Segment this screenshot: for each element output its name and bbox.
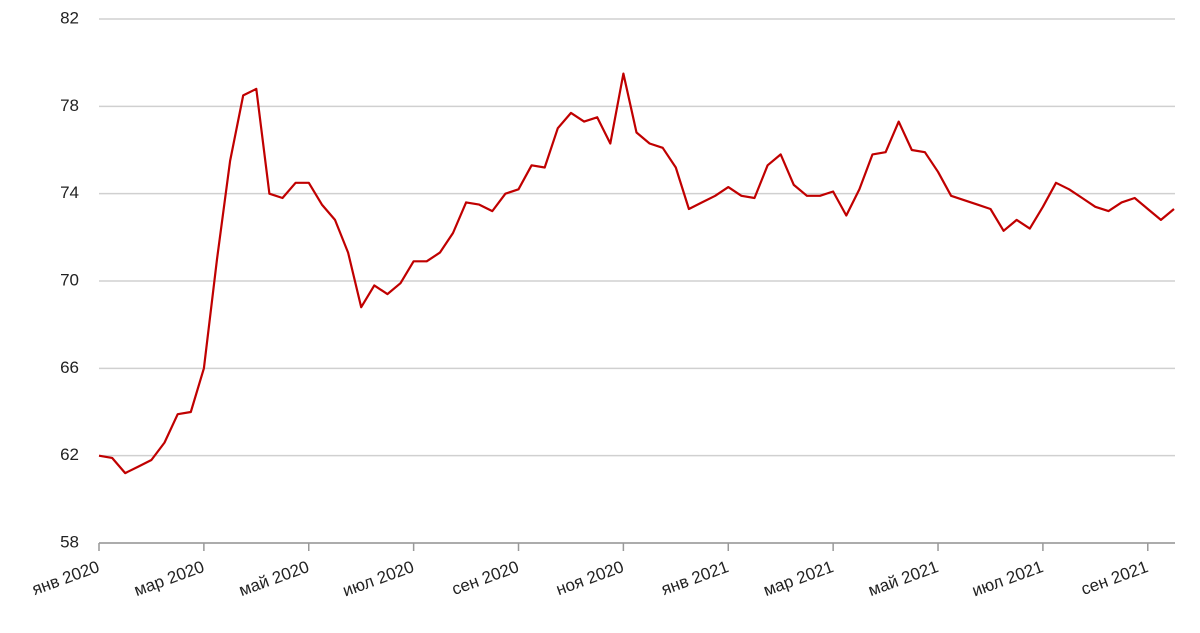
x-tick-label: май 2020 xyxy=(236,557,311,600)
y-tick-label: 78 xyxy=(60,96,79,115)
y-tick-label: 70 xyxy=(60,270,79,289)
x-tick-label: мар 2020 xyxy=(132,557,207,600)
y-tick-label: 66 xyxy=(60,358,79,377)
x-tick-label: сен 2021 xyxy=(1079,557,1151,599)
x-tick-label: июл 2020 xyxy=(340,557,416,600)
x-tick-label: мар 2021 xyxy=(761,557,836,600)
data-line xyxy=(98,72,1175,475)
x-tick-label: сен 2020 xyxy=(449,557,521,599)
y-tick-label: 82 xyxy=(60,8,79,27)
x-tick-label: янв 2021 xyxy=(659,557,731,599)
x-tick-label: ноя 2020 xyxy=(553,557,626,599)
y-tick-label: 58 xyxy=(60,532,79,551)
y-tick-label: 74 xyxy=(60,183,79,202)
x-tick-label: июл 2021 xyxy=(969,557,1045,600)
y-tick-label: 62 xyxy=(60,445,79,464)
x-tick-label: янв 2020 xyxy=(29,557,101,599)
x-tick-label: май 2021 xyxy=(866,557,941,600)
